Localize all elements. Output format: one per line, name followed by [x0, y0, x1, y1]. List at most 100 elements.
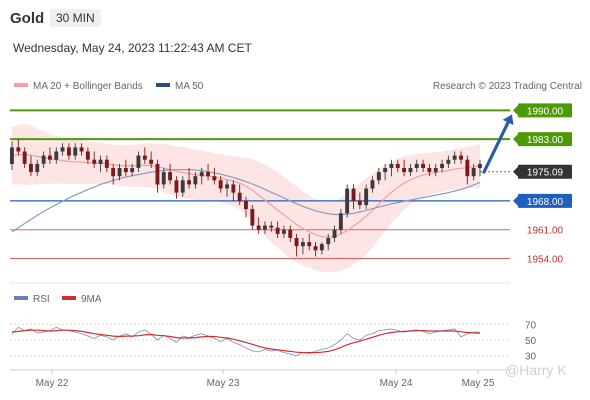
candle-body: [168, 172, 172, 181]
candle-body: [48, 155, 52, 160]
candle-body: [364, 188, 369, 206]
level-label-1954.00: 1954.00: [527, 255, 564, 266]
candle-body: [414, 163, 419, 168]
x-tick-label: May 25: [462, 378, 495, 389]
candle-body: [187, 180, 191, 185]
symbol-title: Gold: [10, 10, 45, 27]
main-legend: MA 20 + Bollinger Bands MA 50 Research ©…: [14, 81, 582, 92]
x-axis: May 22 May 23 May 24 May 25: [36, 370, 495, 389]
candle-body: [269, 225, 274, 228]
candle-body: [452, 155, 457, 160]
x-tick-label: May 22: [36, 378, 69, 389]
level-label-1961.00: 1961.00: [527, 226, 564, 237]
forecast-arrow-head: [502, 114, 514, 126]
candlesticks: [10, 139, 482, 257]
candle-body: [73, 147, 78, 156]
candle-body: [345, 188, 350, 214]
ma20-line: [11, 153, 481, 238]
candle-body: [319, 244, 324, 251]
candle-body: [402, 168, 406, 173]
rsi-ma-legend-swatch: [62, 296, 76, 300]
chart-header: Gold 30 MIN Wednesday, May 24, 2023 11:2…: [0, 0, 590, 72]
candle-body: [193, 176, 198, 185]
candle-body: [16, 147, 21, 152]
candle-body: [35, 163, 40, 173]
candle-body: [123, 168, 128, 173]
level-label-1983.00: 1983.00: [527, 135, 564, 146]
rsi-legend-swatch: [14, 296, 28, 300]
candle-body: [370, 180, 375, 189]
candle-body: [98, 159, 103, 164]
candle-body: [155, 163, 160, 185]
candle-body: [54, 151, 59, 160]
candle-body: [85, 151, 90, 160]
candle-body: [332, 229, 337, 238]
candle-body: [161, 172, 166, 185]
level-badge-pointer-1968.00: [513, 195, 518, 206]
rsi-legend: RSI 9MA: [14, 294, 102, 305]
credit-label: Research © 2023 Trading Central: [433, 81, 582, 92]
level-label-1968.00: 1968.00: [527, 197, 564, 208]
level-badge-1990.00: [518, 103, 572, 118]
candle-body: [282, 229, 286, 234]
rsi-tick-30: 30: [525, 352, 537, 363]
rsi-panel: 70 50 30: [10, 320, 537, 363]
candle-body: [351, 188, 356, 201]
candle-body: [29, 163, 33, 173]
candle-body: [408, 168, 413, 173]
ma50-legend-label: MA 50: [175, 81, 204, 92]
candle-body: [60, 147, 65, 152]
candle-body: [79, 147, 84, 152]
rsi-tick-70: 70: [525, 320, 537, 331]
candle-body: [471, 168, 476, 177]
candle-body: [421, 163, 425, 168]
candle-body: [149, 159, 154, 164]
candle-body: [231, 184, 236, 193]
candle-body: [459, 155, 463, 160]
candle-body: [288, 229, 293, 238]
candle-body: [199, 172, 204, 177]
forecast-arrow: [482, 114, 514, 174]
candle-body: [218, 180, 223, 189]
candle-body: [206, 172, 210, 177]
candle-body: [376, 172, 381, 181]
datetime-label: Wednesday, May 24, 2023 11:22:43 AM CET: [13, 41, 252, 55]
candle-body: [465, 159, 470, 177]
candle-body: [244, 200, 248, 210]
level-label-1990.00: 1990.00: [527, 106, 564, 117]
candle-body: [427, 168, 432, 173]
candle-body: [433, 168, 438, 173]
candle-body: [225, 184, 229, 189]
candle-body: [263, 225, 267, 230]
candle-body: [338, 213, 343, 230]
candle-body: [256, 225, 261, 230]
candle-body: [294, 238, 299, 247]
candle-body: [440, 163, 444, 168]
rsi-ma-line: [11, 329, 481, 354]
level-badge-1968.00: [518, 193, 572, 208]
candle-body: [142, 155, 147, 160]
candle-body: [92, 159, 97, 164]
candle-body: [478, 163, 482, 168]
level-badge-1975.09: [518, 164, 572, 179]
ma50-line: [11, 169, 481, 233]
forecast-arrow-shaft: [482, 120, 510, 174]
candle-body: [395, 163, 400, 168]
watermark-text: @Harry K: [505, 362, 567, 378]
candle-body: [307, 242, 312, 247]
candle-body: [326, 238, 331, 245]
rsi-legend-label: RSI: [33, 294, 50, 305]
candle-body: [389, 163, 394, 168]
candle-body: [10, 147, 14, 164]
candle-body: [180, 180, 185, 193]
candle-body: [212, 176, 217, 181]
ma50-legend-swatch: [156, 83, 170, 87]
candle-body: [117, 168, 122, 177]
candle-body: [383, 168, 388, 173]
ma20-legend-swatch: [14, 83, 28, 87]
timeframe-badge[interactable]: 30 MIN: [50, 9, 101, 27]
candle-body: [313, 246, 318, 251]
candle-body: [446, 159, 451, 164]
moving-averages: [11, 153, 481, 238]
